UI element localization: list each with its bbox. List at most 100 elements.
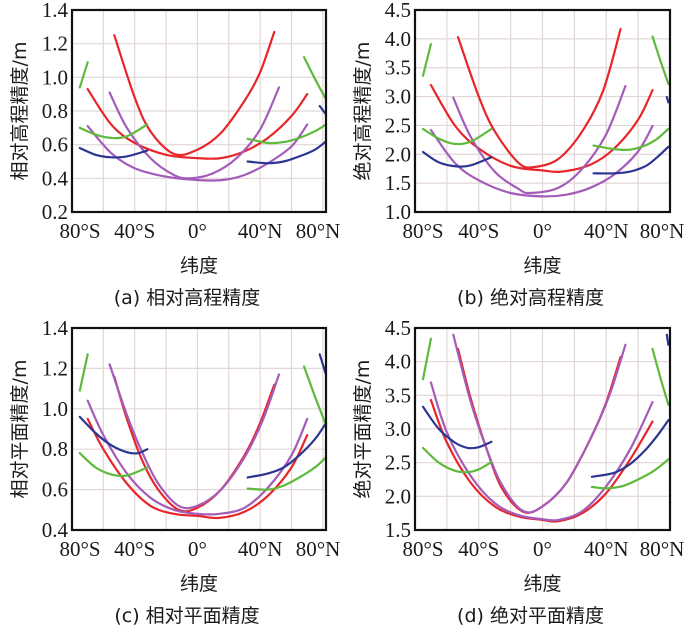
series-green-5 [421, 446, 493, 474]
y-tick-label: 2.0 [385, 484, 411, 508]
x-tick-label: 40°N [584, 537, 629, 561]
series-red-1 [86, 88, 309, 160]
series-green-8 [651, 35, 670, 85]
x-tick-label: 80°N [296, 219, 341, 243]
series-green-5 [78, 452, 149, 478]
panel-c-relative-planar-accuracy: 0.4 0.6 0.8 1.0 1.2 1.4 80°S 40°S 0° 40°N 80°N 纬度 相对… [9, 316, 340, 627]
x-tick-label: 0° [188, 537, 207, 561]
series-blue-7 [590, 419, 670, 478]
y-tick-label: 0.6 [42, 133, 68, 157]
x-tick-label: 80°S [402, 537, 443, 561]
x-tick-label: 40°S [458, 537, 499, 561]
series-green-6 [78, 353, 89, 392]
y-tick-label: 3.0 [385, 417, 411, 441]
y-tick-label: 4.5 [385, 316, 411, 340]
y-tick-label: 2.5 [385, 451, 411, 475]
x-tick-label: 40°S [114, 537, 155, 561]
series-purple-2 [452, 85, 627, 195]
series-red-1 [429, 398, 654, 523]
series-green-8 [246, 456, 328, 491]
plot-frame [70, 8, 328, 214]
series-purple-2 [108, 363, 281, 510]
panel-a-relative-elevation-accuracy: 0.2 0.4 0.6 0.8 1.0 1.2 1.4 80°S 40°S 0° 40°N 80°N 纬… [9, 0, 340, 309]
y-tick-label: 1.4 [42, 316, 69, 340]
x-tick-label: 40°S [458, 219, 499, 243]
x-axis-label: 纬度 [523, 255, 561, 277]
y-tick-label: 2.5 [385, 113, 411, 137]
series-green-7 [592, 127, 670, 152]
series-blue-10 [665, 333, 670, 346]
plot-frame [413, 8, 672, 214]
series-blue-9 [246, 140, 328, 165]
y-tick-label: 1.0 [385, 200, 411, 224]
x-tick-label: 40°N [584, 219, 629, 243]
panel-b-absolute-elevation-accuracy: 1.0 1.5 2.0 2.5 3.0 3.5 4.0 4.5 80°S 40°S 0° 40°N 80… [352, 0, 684, 309]
x-tick-label: 0° [533, 537, 552, 561]
y-tick-label: 0.8 [42, 437, 68, 461]
y-tick-label: 1.5 [385, 171, 411, 195]
series-green-5 [421, 43, 432, 77]
series-green-8 [590, 458, 670, 490]
y-tick-label: 0.8 [42, 99, 68, 123]
y-tick-label: 1.2 [42, 32, 68, 56]
panel-d-absolute-planar-accuracy: 1.5 2.0 2.5 3.0 3.5 4.0 4.5 80°S 40°S 0° 40°N 80°N 纬… [352, 316, 684, 627]
series-purple-3 [86, 399, 309, 516]
series-blue-4 [78, 415, 149, 455]
x-tick-label: 80°S [402, 219, 443, 243]
series-red-1 [429, 83, 654, 174]
y-axis-label: 相对高程精度/m [9, 42, 31, 181]
y-tick-label: 4.0 [385, 27, 411, 51]
y-tick-label: 0.4 [42, 518, 69, 542]
y-tick-label: 1.5 [385, 518, 411, 542]
subplot-caption: (a) 相对高程精度 [114, 287, 261, 309]
x-tick-label: 80°S [59, 537, 100, 561]
y-tick-label: 3.5 [385, 383, 411, 407]
x-tick-label: 40°N [238, 219, 283, 243]
series-blue-6 [421, 150, 493, 168]
x-tick-label: 40°S [114, 219, 155, 243]
series-blue-6 [78, 146, 149, 159]
x-tick-label: 0° [533, 219, 552, 243]
x-axis-label: 纬度 [180, 573, 218, 595]
series-red-0 [456, 27, 622, 169]
y-tick-label: 3.5 [385, 56, 411, 80]
series-blue-9 [592, 145, 670, 175]
subplot-caption: (c) 相对平面精度 [114, 605, 259, 627]
y-tick-label: 0.2 [42, 200, 68, 224]
x-tick-label: 80°S [59, 219, 100, 243]
y-tick-label: 4.5 [385, 0, 411, 22]
series-blue-7 [246, 421, 328, 479]
y-tick-label: 1.0 [42, 65, 68, 89]
y-tick-label: 1.4 [42, 0, 69, 22]
series-blue-4 [421, 405, 493, 450]
series-purple-3 [429, 124, 654, 198]
y-tick-label: 1.2 [42, 356, 68, 380]
y-tick-label: 1.0 [42, 397, 68, 421]
series-green-5 [78, 61, 89, 89]
y-tick-label: 3.0 [385, 85, 411, 109]
x-axis-label: 纬度 [523, 573, 561, 595]
series-green-4 [421, 127, 493, 146]
y-tick-label: 4.0 [385, 350, 411, 374]
x-tick-label: 40°N [238, 537, 283, 561]
series-red-0 [113, 30, 276, 157]
series-blue-10 [665, 96, 670, 104]
series-green-7 [246, 123, 328, 145]
series-purple-2 [452, 333, 627, 514]
x-tick-label: 80°N [640, 219, 685, 243]
y-tick-label: 0.6 [42, 478, 68, 502]
x-axis-label: 纬度 [180, 255, 218, 277]
series-purple-3 [86, 123, 309, 182]
series-green-9 [651, 347, 670, 406]
series-green-6 [421, 337, 432, 381]
series-green-9 [302, 365, 328, 427]
plot-frame [413, 326, 672, 532]
x-tick-label: 80°N [296, 537, 341, 561]
y-axis-label: 相对平面精度/m [9, 360, 31, 499]
subplot-caption: (b) 绝对高程精度 [457, 287, 604, 309]
subplot-caption: (d) 绝对平面精度 [457, 605, 604, 627]
series-purple-3 [429, 381, 654, 522]
series-green-8 [302, 56, 328, 101]
y-tick-label: 0.4 [42, 166, 69, 190]
